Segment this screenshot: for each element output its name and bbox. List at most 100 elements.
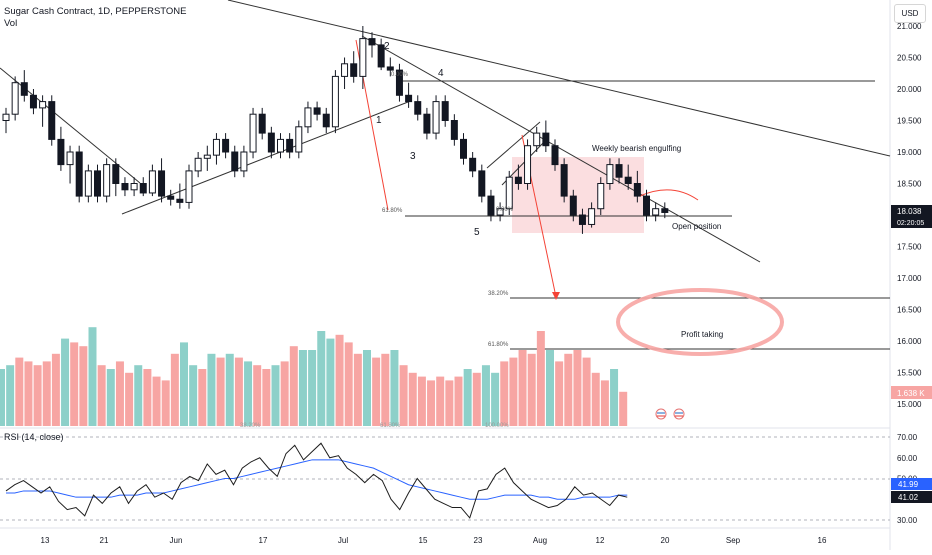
candle-body [386, 66, 394, 71]
volume-bar [280, 361, 289, 426]
volume-bar [298, 350, 307, 426]
candle-body [212, 138, 220, 156]
candle-body [377, 44, 385, 68]
volume-bar [536, 331, 545, 426]
volume-bar [70, 342, 79, 426]
candle-body [423, 113, 431, 134]
candle-body [469, 157, 477, 172]
candle-body [20, 82, 28, 96]
wave-label-5: 5 [474, 227, 480, 238]
candle-body [661, 208, 669, 213]
volume-bar [436, 376, 445, 426]
volume-bar [15, 357, 24, 426]
volume-bar [24, 361, 33, 426]
volume-bar [619, 391, 628, 426]
volume-bar [51, 353, 60, 426]
price-tick-label: 20.000 [897, 85, 922, 94]
wave-label-1: 1 [376, 115, 382, 126]
volume-bar [399, 365, 408, 426]
candle-body [524, 145, 532, 184]
candle-body [350, 63, 358, 77]
volume-bar [289, 346, 298, 426]
volume-bar [143, 369, 152, 426]
last-price-value: 18.038 [897, 207, 922, 216]
candle-body [66, 151, 74, 166]
fib-low-label-3: 100.00% [485, 423, 509, 429]
volume-bar [234, 357, 243, 426]
volume-bar [546, 350, 554, 426]
fib-382-label: 38.20% [488, 291, 509, 297]
candle-body [222, 138, 230, 153]
time-tick-label: 15 [419, 536, 428, 545]
candle-body [258, 113, 266, 134]
candle-body [139, 183, 147, 194]
time-axis[interactable]: 13 21 Jun 17 Jul 15 23 Aug 12 20 Sep 16 [41, 536, 827, 545]
flag-icon-us-1[interactable] [655, 408, 667, 420]
candle-body [2, 113, 10, 121]
price-tick-label: 20.500 [897, 54, 922, 63]
volume-bar [42, 361, 51, 426]
volume-bar [390, 350, 399, 426]
candle-body [606, 164, 614, 185]
time-tick-label: 13 [41, 536, 50, 545]
volume-bar [134, 365, 143, 426]
trendline-support [121, 101, 409, 215]
candle-body [322, 113, 330, 128]
fib-low-label-2: 61.80% [380, 423, 401, 429]
candle-body [569, 195, 577, 216]
channel-line-a [486, 121, 541, 169]
volume-bar [225, 353, 234, 426]
candle-body [460, 138, 467, 159]
engulfing-label: Weekly bearish engulfing [592, 144, 681, 153]
candle-body [405, 94, 413, 103]
volume-bar [509, 357, 518, 426]
time-tick-label: Sep [726, 536, 741, 545]
candle-body [560, 164, 568, 197]
time-tick-label: Jun [170, 536, 183, 545]
volume-bar [582, 357, 591, 426]
volume-bar [207, 353, 216, 426]
volume-bar [427, 380, 436, 426]
currency-button[interactable]: USD [894, 4, 926, 23]
candle-body [29, 94, 37, 109]
candle-body [194, 157, 202, 172]
volume-bar [125, 372, 134, 426]
fib-0-mid-label: 0.00% [496, 207, 514, 213]
price-tick-label: 16.500 [897, 306, 922, 315]
candle-body [148, 170, 156, 194]
rsi-ma-line [6, 459, 628, 500]
candle-body [414, 101, 422, 115]
candle-body [514, 176, 522, 184]
candle-body [267, 132, 275, 153]
volume-bar [491, 372, 500, 426]
trendline-major [227, 0, 891, 157]
rsi-ma-badge [891, 478, 932, 490]
candle-body [249, 113, 257, 153]
time-tick-label: 23 [474, 536, 483, 545]
candle-body [203, 154, 211, 159]
volume-bar [445, 380, 454, 426]
rsi-indicator-title[interactable]: RSI (14, close) [4, 432, 64, 442]
volume-bar [564, 353, 573, 426]
wave-label-2: 2 [384, 41, 390, 52]
volume-bar [326, 338, 335, 426]
candle-body [103, 164, 111, 197]
volume-bar [33, 365, 42, 426]
candle-body [121, 183, 129, 191]
time-tick-label: 21 [100, 536, 109, 545]
candle-body [277, 138, 284, 153]
volume-indicator-title[interactable]: Vol [4, 18, 18, 29]
flag-icon-us-2[interactable] [673, 408, 685, 420]
candle-body [652, 208, 660, 216]
volume-bar [244, 361, 253, 426]
volume-bar [97, 365, 106, 426]
rsi-value: 41.02 [898, 493, 919, 502]
candle-body [441, 101, 449, 121]
symbol-title[interactable]: Sugar Cash Contract, 1D, PEPPERSTONE [4, 6, 187, 17]
volume-bar [106, 369, 115, 426]
candle-body [578, 214, 586, 225]
candle-body [643, 195, 650, 216]
candle-body [94, 170, 101, 197]
candle-body [341, 63, 349, 77]
